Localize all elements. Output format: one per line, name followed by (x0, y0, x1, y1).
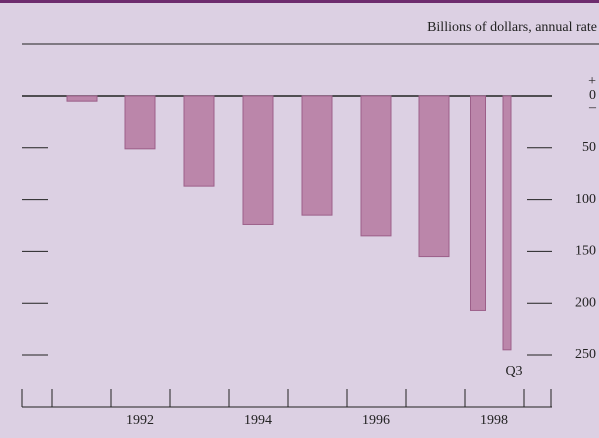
y-tick-label: 250 (575, 347, 596, 362)
y-tick-label: 150 (575, 244, 596, 259)
bar (124, 95, 156, 150)
bar (502, 95, 512, 351)
y-tick-label: 0 (589, 88, 596, 103)
x-tick-label: 1994 (244, 413, 272, 428)
bar (66, 95, 98, 102)
y-tick-label: 50 (582, 140, 596, 155)
x-tick-label: Q3 (505, 364, 522, 379)
bar (183, 95, 215, 187)
annotation: + (588, 74, 596, 89)
annotation: – (588, 100, 597, 115)
bar (301, 95, 333, 216)
x-tick-label: 1992 (126, 413, 154, 428)
y-tick-label: 200 (575, 295, 596, 310)
bar (360, 95, 392, 237)
bar (470, 95, 486, 311)
bar (418, 95, 450, 258)
top-rule (0, 0, 599, 3)
bar (242, 95, 274, 225)
x-tick-label: 1996 (362, 413, 390, 428)
y-tick-label: 100 (575, 192, 596, 207)
x-tick-label: 1998 (480, 413, 508, 428)
chart-subtitle: Billions of dollars, annual rate (427, 20, 597, 35)
